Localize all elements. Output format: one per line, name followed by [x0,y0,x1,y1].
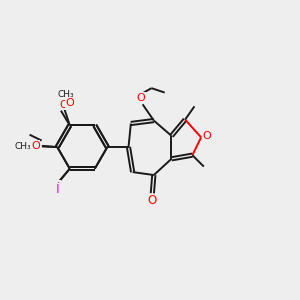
Text: O: O [148,194,157,207]
Text: O: O [65,98,74,108]
Text: I: I [57,181,61,194]
Text: O: O [31,142,40,152]
Text: O: O [137,93,146,103]
Text: I: I [56,183,59,196]
Text: O: O [31,141,40,151]
Text: O: O [60,100,68,110]
Text: O: O [202,131,211,141]
Text: CH₃: CH₃ [14,142,31,151]
Text: CH₃: CH₃ [58,90,74,99]
